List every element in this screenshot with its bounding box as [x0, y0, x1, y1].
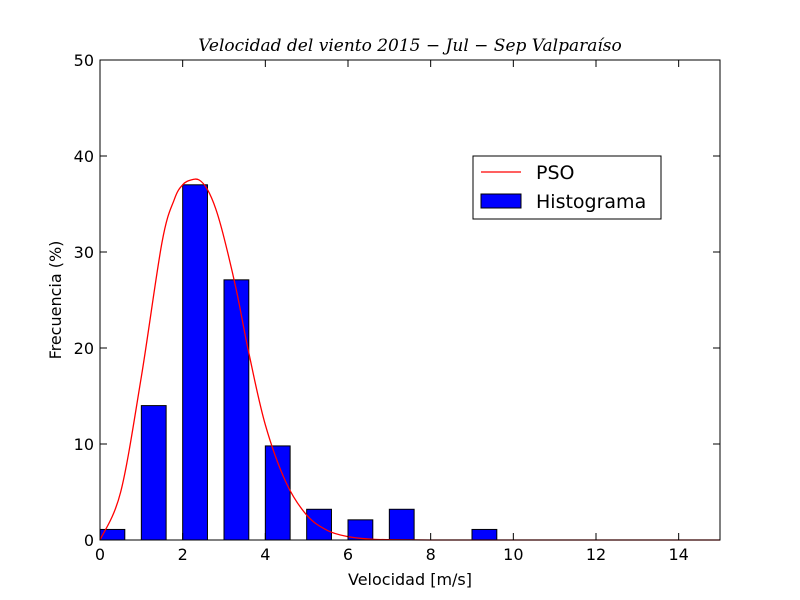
- y-tick-label: 20: [74, 339, 94, 358]
- histogram-bar: [182, 184, 208, 541]
- x-tick-label: 0: [95, 545, 105, 564]
- legend-box: [472, 155, 662, 220]
- x-tick-label: 12: [586, 545, 606, 564]
- x-tick-label: 2: [178, 545, 188, 564]
- x-axis-label: Velocidad [m/s]: [348, 570, 472, 589]
- y-tick-label: 10: [74, 435, 94, 454]
- histogram-bar: [140, 405, 167, 541]
- y-tick-label: 30: [74, 243, 94, 262]
- histogram-bar: [264, 445, 291, 541]
- histogram-bar: [471, 528, 498, 541]
- y-tick-label: 0: [84, 531, 94, 550]
- histogram-bar: [388, 508, 415, 541]
- plot-frame: [99, 59, 721, 541]
- histogram-bar: [99, 528, 126, 541]
- legend-swatch-histograma: [480, 193, 522, 209]
- x-tick-label: 8: [426, 545, 436, 564]
- x-tick-label: 10: [503, 545, 523, 564]
- y-tick-label: 50: [74, 51, 94, 70]
- x-tick-label: 4: [260, 545, 270, 564]
- y-axis-label: Frecuencia (%): [46, 241, 65, 360]
- plot-area: 0 2 4 6 8 10 12 14 0 10 20 30 40 50: [74, 51, 721, 564]
- legend-label-pso: PSO: [536, 162, 574, 184]
- x-tick-label: 6: [343, 545, 353, 564]
- chart-title: Velocidad del viento 2015 − Jul − Sep Va…: [198, 36, 622, 56]
- x-tick-label: 14: [668, 545, 688, 564]
- legend-label-histograma: Histograma: [536, 191, 646, 213]
- legend: PSO Histograma: [472, 155, 662, 220]
- histogram-bar: [306, 508, 332, 541]
- histogram-bar: [223, 279, 250, 541]
- y-tick-label: 40: [74, 147, 94, 166]
